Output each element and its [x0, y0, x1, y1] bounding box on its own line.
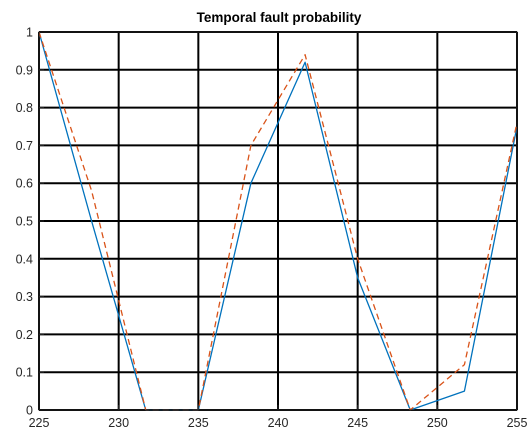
y-tick-label: 0.3 — [16, 290, 33, 304]
x-tick-label: 240 — [268, 416, 289, 430]
y-tick-label: 0.2 — [16, 328, 33, 342]
y-tick-label: 0.1 — [16, 366, 33, 380]
x-tick-label: 255 — [507, 416, 528, 430]
y-tick-label: 0.6 — [16, 177, 33, 191]
y-tick-label: 0.7 — [16, 139, 33, 153]
series-line-2 — [38, 31, 518, 411]
y-tick-label: 0 — [26, 404, 33, 418]
y-tick-label: 0.8 — [16, 101, 33, 115]
x-tick-label: 250 — [427, 416, 448, 430]
y-axis-ticks: 0 0.1 0.2 0.3 0.4 0.5 0.6 0.7 0.8 0.9 1 — [16, 26, 44, 418]
chart-title: Temporal fault probability — [197, 10, 362, 25]
x-tick-label: 245 — [347, 416, 368, 430]
x-axis-ticks: 225 230 235 240 245 250 255 — [29, 405, 528, 430]
y-tick-label: 0.9 — [16, 63, 33, 77]
x-tick-label: 235 — [188, 416, 209, 430]
series-lines — [38, 31, 518, 411]
series-line-1 — [38, 31, 518, 411]
x-tick-label: 225 — [29, 416, 50, 430]
x-tick-label: 230 — [108, 416, 129, 430]
y-tick-label: 0.4 — [16, 252, 33, 266]
y-tick-label: 1 — [26, 26, 33, 40]
y-tick-label: 0.5 — [16, 215, 33, 229]
